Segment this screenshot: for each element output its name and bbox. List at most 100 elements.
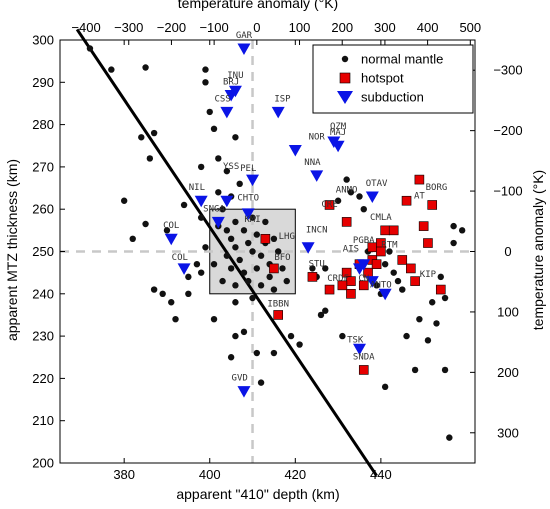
normal-mantle-point: [334, 197, 342, 204]
normal-mantle-point: [322, 265, 329, 272]
normal-mantle-point: [381, 383, 389, 391]
normal-mantle-point: [232, 332, 239, 340]
x2-tick-label: 200: [331, 20, 353, 35]
station-label: CN: [358, 274, 369, 284]
legend-normal-mantle-label: normal mantle: [361, 52, 443, 67]
normal-mantle-point: [441, 366, 449, 374]
normal-mantle-point: [322, 307, 329, 314]
normal-mantle-point: [339, 332, 346, 340]
station-label: PGBA: [353, 236, 375, 246]
y2-tick-label: −100: [493, 184, 522, 199]
normal-mantle-point: [253, 349, 261, 357]
subduction-point: [310, 170, 324, 182]
y-tick-label: 260: [32, 202, 54, 217]
normal-mantle-point: [227, 354, 235, 361]
y-tick-label: 290: [32, 75, 54, 90]
y2-tick-label: −200: [493, 123, 522, 138]
normal-mantle-point: [150, 286, 158, 293]
normal-mantle-point: [185, 273, 192, 281]
hotspot-point: [260, 234, 271, 244]
left-axis-label: apparent MTZ thickness (km): [4, 159, 20, 341]
x-tick-label: 380: [113, 467, 135, 482]
normal-mantle-point: [390, 269, 397, 276]
y-tick-label: 200: [32, 456, 54, 471]
station-label: BORG: [426, 183, 448, 193]
subduction-point: [177, 263, 191, 275]
x-tick-label: 440: [370, 467, 392, 482]
subduction-point: [224, 89, 238, 102]
normal-mantle-point: [232, 282, 239, 289]
normal-mantle-point: [197, 214, 205, 221]
normal-mantle-point: [197, 269, 205, 276]
normal-mantle-point: [257, 379, 265, 386]
normal-mantle-point: [283, 277, 290, 285]
normal-mantle-point: [309, 265, 316, 272]
station-label: INCN: [306, 225, 328, 235]
normal-mantle-point: [240, 328, 248, 336]
hotspot-point: [269, 263, 279, 274]
normal-mantle-point: [180, 201, 188, 209]
subduction-point: [237, 43, 251, 55]
hotspot-point: [371, 259, 382, 269]
normal-mantle-point: [249, 294, 256, 302]
normal-mantle-point: [163, 227, 171, 234]
station-label: LHG: [279, 232, 295, 242]
hotspot-point: [273, 310, 283, 320]
station-label: AT: [414, 192, 425, 202]
normal-mantle-point: [249, 248, 256, 255]
subduction-point: [365, 276, 379, 288]
normal-mantle-point: [347, 189, 355, 196]
station-label: SNDA: [353, 352, 375, 362]
hotspot-point: [346, 288, 356, 299]
hotspot-point: [414, 174, 425, 185]
normal-mantle-point: [257, 282, 265, 289]
station-label: KMI: [244, 215, 260, 225]
normal-mantle-point: [219, 277, 226, 285]
normal-mantle-point: [266, 273, 273, 281]
normal-mantle-point: [150, 129, 158, 137]
x2-tick-label: 0: [253, 20, 260, 35]
normal-mantle-point: [185, 290, 192, 297]
normal-mantle-point: [394, 277, 402, 285]
normal-mantle-point: [227, 265, 235, 272]
station-label: CSS: [214, 94, 230, 104]
subduction-point: [365, 191, 379, 204]
station-label: GAR: [236, 31, 253, 41]
normal-mantle-point: [223, 167, 231, 175]
normal-mantle-point: [458, 227, 466, 234]
station-label: RTM: [381, 240, 398, 250]
normal-mantle-point: [159, 290, 166, 297]
hotspot-point: [406, 263, 416, 274]
right-axis-label: temperature anomaly (°K): [530, 170, 546, 330]
y-tick-label: 210: [32, 413, 54, 428]
subduction-point: [352, 343, 366, 356]
normal-mantle-point: [142, 220, 149, 228]
normal-mantle-point: [202, 244, 209, 251]
hotspot-point: [410, 276, 420, 286]
station-label: SNGA: [203, 204, 225, 214]
station-label: ISP: [274, 94, 291, 104]
normal-mantle-point: [232, 218, 239, 226]
x-tick-label: 400: [199, 467, 221, 482]
legend: normal mantle hotspot subduction: [312, 44, 474, 114]
x2-tick-label: −400: [71, 20, 100, 35]
normal-mantle-point: [416, 315, 423, 323]
subduction-point: [301, 242, 315, 254]
normal-mantle-point: [274, 248, 282, 255]
subduction-point: [378, 288, 392, 301]
normal-mantle-point: [215, 155, 222, 162]
normal-mantle-point: [373, 282, 380, 289]
station-label: CMLA: [370, 213, 392, 223]
station-label: OTAV: [366, 179, 388, 189]
normal-mantle-point: [193, 260, 201, 268]
y2-tick-label: 200: [497, 365, 519, 380]
y-tick-label: 230: [32, 329, 54, 344]
station-label: CRE: [321, 200, 337, 210]
station-label: NNA: [304, 158, 321, 168]
station-label: TSK: [347, 335, 364, 345]
station-label: CHTO: [237, 194, 259, 204]
normal-mantle-point: [210, 260, 218, 268]
legend-subduction-marker: [337, 91, 353, 104]
